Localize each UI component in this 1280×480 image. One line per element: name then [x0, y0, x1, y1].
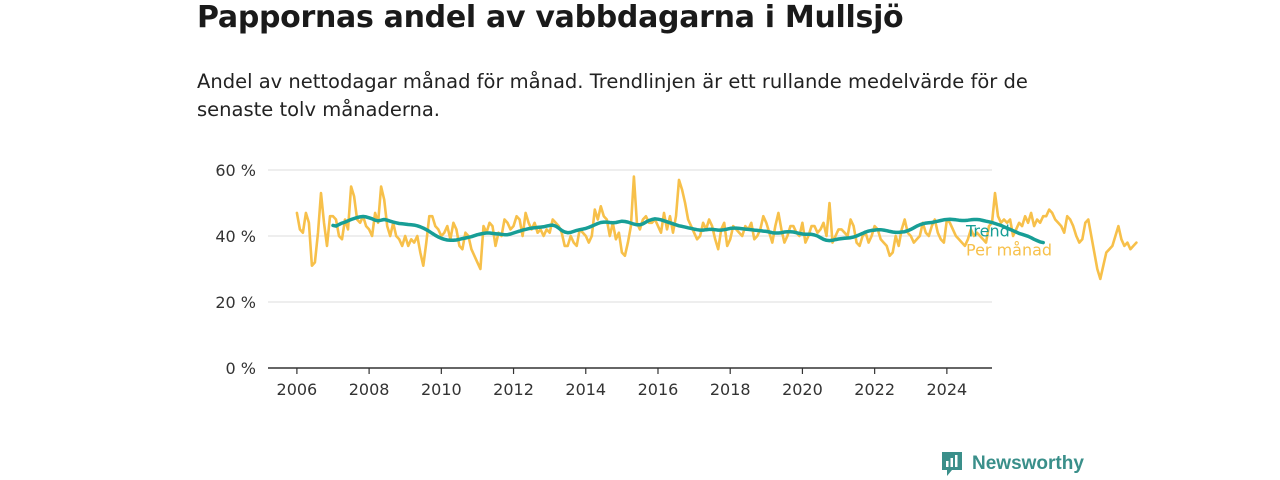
y-tick-label: 0 % [226, 359, 256, 378]
x-axis-ticks: 2006 2008 2010 2012 2014 2016 2018 2020 2022 2024 [277, 368, 968, 399]
series-label: Per månad [966, 241, 1052, 260]
y-tick-label: 40 % [215, 227, 256, 246]
y-axis-ticks: 0 % 20 % 40 % 60 % [215, 161, 256, 378]
gridlines [268, 169, 992, 369]
x-tick-label: 2018 [710, 380, 751, 399]
y-tick-label: 20 % [215, 293, 256, 312]
x-tick-label: 2022 [854, 380, 895, 399]
chart-subtitle: Andel av nettodagar månad för månad. Tre… [197, 70, 1028, 121]
brand-name: Newsworthy [972, 453, 1084, 474]
x-tick-label: 2010 [421, 380, 462, 399]
brand-logo[interactable]: Newsworthy [940, 450, 1084, 478]
series-lines [295, 175, 1138, 281]
page-title: Pappornas andel av vabbdagarna i Mullsjö [197, 0, 904, 35]
monthly-line [295, 175, 1138, 281]
x-tick-label: 2014 [565, 380, 606, 399]
y-tick-label: 60 % [215, 161, 256, 180]
x-tick-label: 2020 [782, 380, 823, 399]
x-tick-label: 2012 [493, 380, 534, 399]
x-tick-label: 2006 [277, 380, 318, 399]
x-tick-label: 2016 [638, 380, 679, 399]
x-tick-label: 2024 [927, 380, 968, 399]
x-tick-label: 2008 [349, 380, 390, 399]
trend-line [331, 214, 1045, 245]
newsworthy-logo-icon [942, 452, 962, 476]
series-label: Trend [965, 222, 1010, 241]
